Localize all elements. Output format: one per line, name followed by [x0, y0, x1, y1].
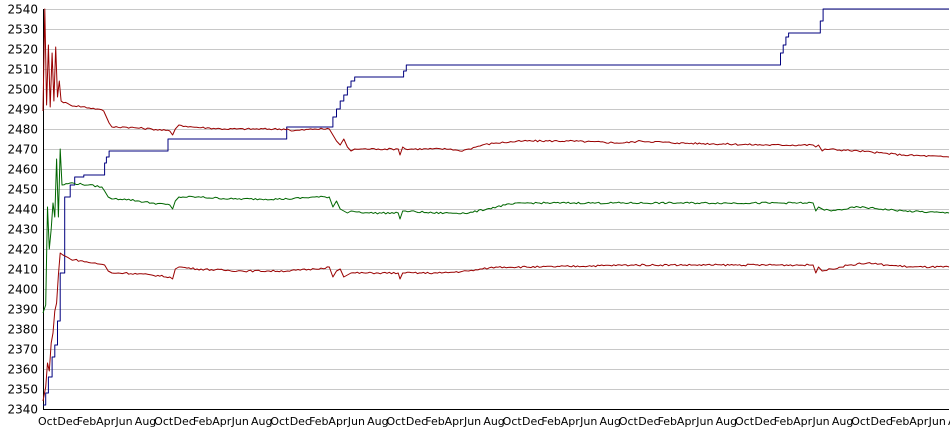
x-tick-label: Dec: [871, 415, 892, 428]
x-tick-label: Aug: [832, 415, 853, 428]
y-tick-label: 2360: [7, 363, 38, 377]
y-tick-label: 2530: [7, 23, 38, 37]
x-tick-label: Aug: [367, 415, 388, 428]
x-tick-label: Aug: [135, 415, 156, 428]
grid-lines: [43, 9, 949, 410]
x-tick-label: Oct: [735, 415, 755, 428]
y-tick-label: 2440: [7, 203, 38, 217]
x-tick-label: Jun: [579, 415, 597, 428]
x-tick-label: Dec: [57, 415, 78, 428]
x-tick-label: Apr: [445, 415, 465, 428]
x-tick-label: Aug: [251, 415, 272, 428]
series-line-3: [42, 148, 950, 314]
x-tick-label: Oct: [270, 415, 290, 428]
x-tick-label: Feb: [309, 415, 328, 428]
x-tick-label: Apr: [677, 415, 697, 428]
x-tick-label: Dec: [522, 415, 543, 428]
x-tick-label: Jun: [114, 415, 132, 428]
x-tick-label: Feb: [193, 415, 212, 428]
y-axis: 2340 2350 2360 2370 2380 2390 2400 2410 2420 2430…: [7, 3, 44, 417]
x-tick-label: Aug: [483, 415, 504, 428]
x-tick-label: Dec: [406, 415, 427, 428]
y-tick-label: 2410: [7, 263, 38, 277]
x-tick-label: Jun: [695, 415, 713, 428]
x-tick-label: Jun: [928, 415, 946, 428]
x-tick-label: Jun: [231, 415, 249, 428]
x-tick-label: Jun: [347, 415, 365, 428]
y-tick-label: 2370: [7, 343, 38, 357]
x-tick-label: Feb: [425, 415, 444, 428]
y-tick-label: 2490: [7, 103, 38, 117]
x-tick-label: Dec: [638, 415, 659, 428]
x-tick-label: Oct: [154, 415, 174, 428]
y-tick-label: 2500: [7, 83, 38, 97]
x-tick-label: Oct: [851, 415, 871, 428]
series-line-1: [43, 8, 949, 406]
x-tick-label: Oct: [503, 415, 523, 428]
y-tick-label: 2420: [7, 243, 38, 257]
x-tick-label: Aug: [716, 415, 737, 428]
x-tick-label: Aug: [948, 415, 950, 428]
x-tick-label: Oct: [619, 415, 639, 428]
series-line-2: [42, 8, 950, 158]
x-tick-label: Dec: [174, 415, 195, 428]
x-tick-label: Apr: [793, 415, 813, 428]
y-tick-label: 2540: [7, 3, 38, 17]
x-tick-label: Dec: [754, 415, 775, 428]
x-tick-label: Jun: [811, 415, 829, 428]
y-tick-label: 2430: [7, 223, 38, 237]
x-tick-label: Feb: [77, 415, 96, 428]
x-tick-label: Apr: [96, 415, 116, 428]
y-tick-label: 2450: [7, 183, 38, 197]
x-tick-label: Apr: [328, 415, 348, 428]
x-tick-label: Feb: [890, 415, 909, 428]
y-tick-label: 2400: [7, 283, 38, 297]
x-tick-label: Apr: [212, 415, 232, 428]
x-tick-label: Dec: [290, 415, 311, 428]
y-tick-label: 2340: [7, 403, 38, 417]
y-tick-label: 2470: [7, 143, 38, 157]
y-tick-label: 2390: [7, 303, 38, 317]
y-tick-label: 2350: [7, 383, 38, 397]
x-tick-label: Oct: [387, 415, 407, 428]
y-tick-label: 2480: [7, 123, 38, 137]
y-tick-label: 2460: [7, 163, 38, 177]
x-tick-label: Apr: [909, 415, 929, 428]
x-tick-label: Apr: [561, 415, 581, 428]
series-line-4: [42, 252, 950, 402]
y-tick-label: 2380: [7, 323, 38, 337]
x-tick-label: Oct: [38, 415, 58, 428]
series-group: [42, 8, 950, 406]
x-tick-label: Jun: [463, 415, 481, 428]
y-tick-label: 2510: [7, 63, 38, 77]
x-tick-label: Feb: [658, 415, 677, 428]
y-tick-label: 2520: [7, 43, 38, 57]
x-tick-label: Aug: [599, 415, 620, 428]
x-tick-label: Feb: [541, 415, 560, 428]
x-tick-label: Feb: [774, 415, 793, 428]
